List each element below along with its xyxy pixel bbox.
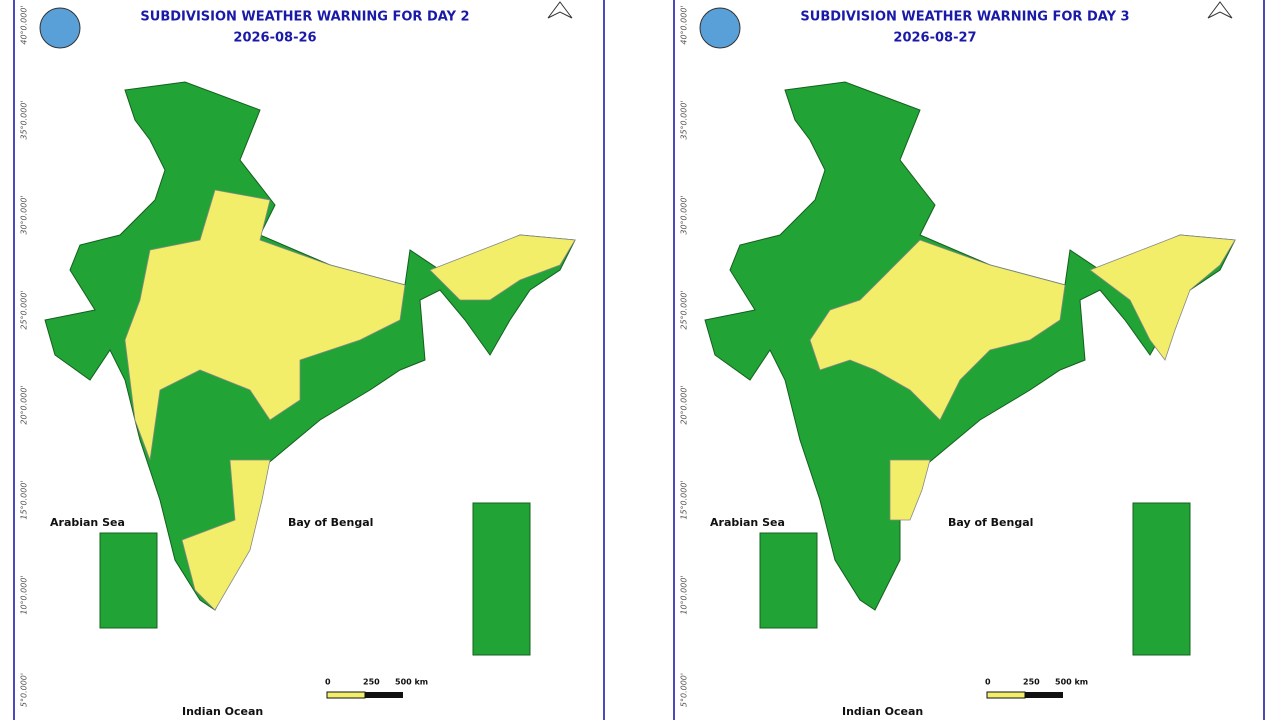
- latitude-label: 35°0.000': [680, 100, 689, 139]
- latitude-label: 30°0.000': [20, 195, 29, 234]
- latitude-label: 20°0.000': [680, 385, 689, 424]
- logo: [699, 7, 741, 49]
- region-yellow: [181, 459, 271, 611]
- region-yellow: [124, 189, 406, 461]
- latitude-label: 15°0.000': [20, 480, 29, 519]
- latitude-label: 15°0.000': [680, 480, 689, 519]
- lakshadweep-inset: [759, 532, 818, 629]
- north-arrow: [1207, 1, 1233, 19]
- scale-bar: [986, 691, 1026, 699]
- logo: [39, 7, 81, 49]
- latitude-label: 25°0.000': [20, 290, 29, 329]
- latitude-label: 5°0.000': [680, 673, 689, 707]
- region-yellow: [889, 459, 931, 521]
- map-panel: SUBDIVISION WEATHER WARNING FOR DAY 2 202…: [13, 0, 605, 720]
- scale-bar: [326, 691, 366, 699]
- lakshadweep-inset: [99, 532, 158, 629]
- latitude-label: 5°0.000': [20, 673, 29, 707]
- sea-label: Bay of Bengal: [948, 516, 1033, 529]
- map-date: 2026-08-26: [233, 31, 316, 46]
- latitude-label: 10°0.000': [20, 575, 29, 614]
- scale-label: 500 km: [395, 678, 428, 687]
- sea-label: Bay of Bengal: [288, 516, 373, 529]
- scale-label: 0: [985, 678, 991, 687]
- scale-label: 500 km: [1055, 678, 1088, 687]
- sea-label: Arabian Sea: [710, 516, 785, 529]
- region-yellow: [429, 234, 576, 301]
- scale-bar: [365, 692, 403, 698]
- andaman-inset: [1132, 502, 1191, 656]
- latitude-label: 40°0.000': [680, 5, 689, 44]
- sea-label: Indian Ocean: [182, 705, 263, 718]
- latitude-label: 35°0.000': [20, 100, 29, 139]
- scale-bar: [1025, 692, 1063, 698]
- latitude-label: 30°0.000': [680, 195, 689, 234]
- latitude-label: 10°0.000': [680, 575, 689, 614]
- latitude-label: 40°0.000': [20, 5, 29, 44]
- latitude-label: 20°0.000': [20, 385, 29, 424]
- map-date: 2026-08-27: [893, 31, 976, 46]
- sea-label: Indian Ocean: [842, 705, 923, 718]
- region-yellow: [1089, 234, 1236, 361]
- scale-label: 250: [363, 678, 380, 687]
- map-title: SUBDIVISION WEATHER WARNING FOR DAY 3: [800, 10, 1129, 25]
- scale-label: 0: [325, 678, 331, 687]
- region-yellow: [809, 239, 1066, 421]
- north-arrow: [547, 1, 573, 19]
- andaman-inset: [472, 502, 531, 656]
- sea-label: Arabian Sea: [50, 516, 125, 529]
- map-title: SUBDIVISION WEATHER WARNING FOR DAY 2: [140, 10, 469, 25]
- map-panel: SUBDIVISION WEATHER WARNING FOR DAY 3 202…: [673, 0, 1265, 720]
- scale-label: 250: [1023, 678, 1040, 687]
- latitude-label: 25°0.000': [680, 290, 689, 329]
